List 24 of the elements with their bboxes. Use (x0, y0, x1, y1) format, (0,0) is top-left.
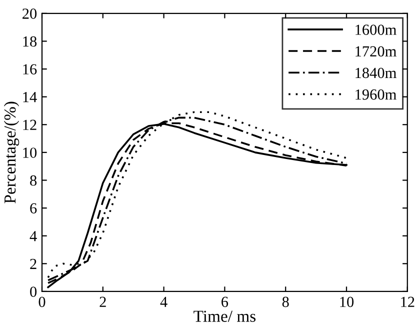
y-tick-label: 4 (30, 231, 37, 242)
x-tick-label: 2 (100, 296, 106, 307)
y-tick-label: 16 (23, 64, 37, 74)
legend-label: 1720m (356, 46, 396, 57)
x-tick-label: 6 (222, 296, 228, 308)
x-tick-label: 0 (38, 296, 46, 308)
y-tick-label: 12 (23, 120, 36, 130)
x-tick-label: 8 (282, 296, 289, 308)
x-axis-title: Time/ ms (194, 310, 256, 322)
legend-label: 1840m (356, 68, 396, 78)
y-tick-label: 10 (23, 148, 37, 158)
legend-label: 1600m (356, 24, 396, 35)
y-tick-label: 8 (30, 175, 37, 186)
legend-label: 1960m (356, 89, 396, 100)
y-tick-label: 6 (30, 203, 37, 214)
y-tick-label: 2 (30, 258, 36, 269)
x-tick-label: 10 (340, 296, 354, 308)
y-tick-label: 14 (23, 92, 37, 102)
y-tick-label: 18 (23, 36, 37, 47)
y-tick-label: 20 (22, 8, 37, 19)
x-tick-label: 4 (160, 296, 168, 307)
y-axis-title: Percentage/(%) (4, 102, 20, 204)
y-tick-label: 0 (30, 286, 37, 297)
x-tick-label: 12 (401, 296, 414, 307)
